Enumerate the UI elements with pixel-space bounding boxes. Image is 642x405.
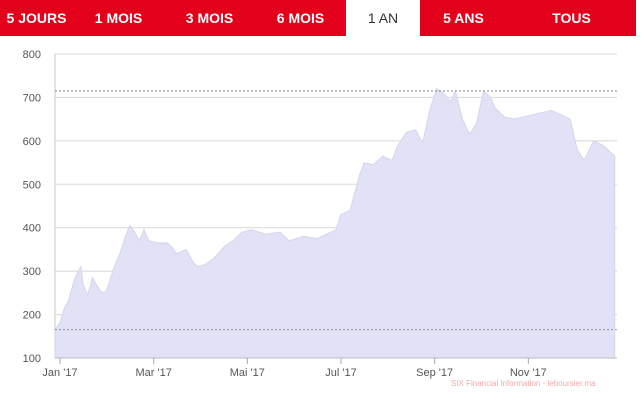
- y-tick-label: 700: [23, 92, 41, 104]
- tab-3-mois[interactable]: 3 MOIS: [185, 10, 234, 26]
- y-tick-label: 800: [23, 49, 41, 61]
- tab-1-mois[interactable]: 1 MOIS: [94, 10, 143, 26]
- x-tick-label: Mai '17: [230, 367, 265, 379]
- data-source-credit: SIX Financial Information - leboursier.m…: [451, 379, 596, 388]
- y-tick-label: 100: [23, 353, 41, 365]
- y-tick-label: 500: [23, 179, 41, 191]
- x-tick-label: Jul '17: [325, 367, 356, 379]
- y-tick-label: 200: [23, 310, 41, 322]
- tab-tous[interactable]: TOUS: [552, 10, 591, 26]
- y-tick-label: 400: [23, 223, 41, 235]
- price-area: [54, 87, 616, 359]
- y-tick-label: 300: [23, 266, 41, 278]
- x-tick-label: Sep '17: [416, 367, 453, 379]
- x-tick-label: Mar '17: [135, 367, 171, 379]
- x-tick-label: Jan '17: [42, 367, 77, 379]
- tab-1-an[interactable]: 1 AN: [346, 0, 420, 36]
- period-tab-bar: 5 JOURS 1 MOIS 3 MOIS 6 MOIS 1 AN 5 ANS …: [0, 0, 636, 36]
- tab-6-mois[interactable]: 6 MOIS: [276, 10, 325, 26]
- price-chart: 100 200 300 400 500 600 700 800 Jan '17 Mar '17 Ma…: [23, 49, 617, 379]
- x-tick-label: Nov '17: [510, 367, 547, 379]
- tab-5-ans[interactable]: 5 ANS: [443, 10, 484, 26]
- y-tick-label: 600: [23, 136, 41, 148]
- tab-5-jours[interactable]: 5 JOURS: [6, 10, 67, 26]
